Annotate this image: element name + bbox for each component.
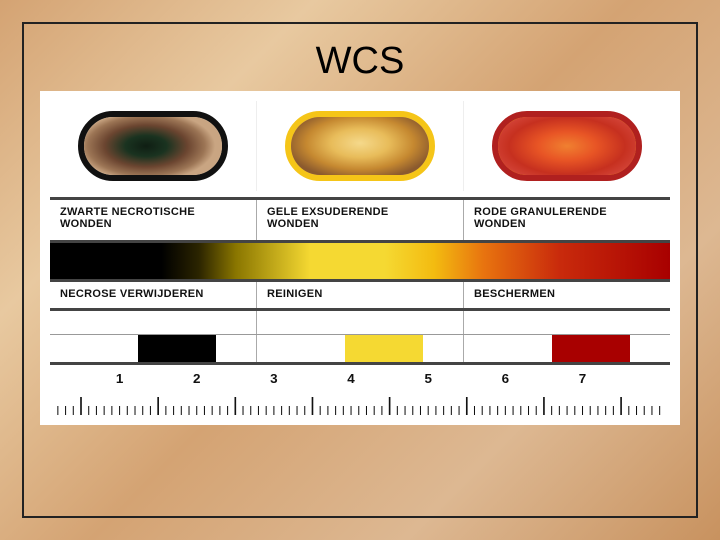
svg-text:6: 6 xyxy=(502,371,509,386)
slide-title: WCS xyxy=(40,40,680,83)
color-block-red xyxy=(552,335,630,362)
capsule-black xyxy=(78,111,228,181)
wound-type-line2: WONDEN xyxy=(267,218,453,230)
wound-type-line2: WONDEN xyxy=(474,218,660,230)
wound-photo-exudating xyxy=(291,117,429,175)
ruler: 1 2 3 4 5 6 7 xyxy=(50,367,670,419)
wound-photo-granulating xyxy=(498,117,636,175)
wound-type-line1: RODE GRANULERENDE xyxy=(474,206,660,218)
block-cell-yellow xyxy=(256,335,463,362)
color-gradient-row xyxy=(50,243,670,279)
slide-frame: WCS ZWARTE NECROTISCHE xyxy=(22,22,698,518)
wound-image-cell-yellow xyxy=(256,101,463,191)
capsule-yellow xyxy=(285,111,435,181)
wound-type-red: RODE GRANULERENDE WONDEN xyxy=(463,200,670,240)
wound-image-cell-black xyxy=(50,101,256,191)
treatment-row: NECROSE VERWIJDEREN REINIGEN BESCHERMEN xyxy=(50,279,670,311)
svg-text:1: 1 xyxy=(116,371,123,386)
ruler-svg: 1 2 3 4 5 6 7 xyxy=(50,367,670,419)
wound-type-yellow: GELE EXSUDERENDE WONDEN xyxy=(256,200,463,240)
block-cell-black xyxy=(50,335,256,362)
capsule-red xyxy=(492,111,642,181)
svg-text:4: 4 xyxy=(347,371,355,386)
wound-photo-necrotic xyxy=(84,117,222,175)
wound-type-black: ZWARTE NECROTISCHE WONDEN xyxy=(50,200,256,240)
wound-type-row: ZWARTE NECROTISCHE WONDEN GELE EXSUDEREN… xyxy=(50,197,670,243)
treatment-red: BESCHERMEN xyxy=(463,282,670,308)
treatment-black: NECROSE VERWIJDEREN xyxy=(50,282,256,308)
color-block-yellow xyxy=(345,335,423,362)
treatment-yellow: REINIGEN xyxy=(256,282,463,308)
wound-type-line1: ZWARTE NECROTISCHE xyxy=(60,206,246,218)
wound-type-line2: WONDEN xyxy=(60,218,246,230)
color-block-black xyxy=(138,335,216,362)
blank-row-1 xyxy=(50,311,670,335)
svg-text:5: 5 xyxy=(424,371,431,386)
block-cell-red xyxy=(463,335,670,362)
svg-text:7: 7 xyxy=(579,371,586,386)
wound-type-line1: GELE EXSUDERENDE xyxy=(267,206,453,218)
svg-text:2: 2 xyxy=(193,371,200,386)
wound-image-cell-red xyxy=(463,101,670,191)
wound-image-row xyxy=(50,101,670,191)
color-gradient-bar xyxy=(50,243,670,279)
wcs-table: ZWARTE NECROTISCHE WONDEN GELE EXSUDEREN… xyxy=(40,91,680,425)
color-block-row xyxy=(50,335,670,365)
svg-text:3: 3 xyxy=(270,371,277,386)
